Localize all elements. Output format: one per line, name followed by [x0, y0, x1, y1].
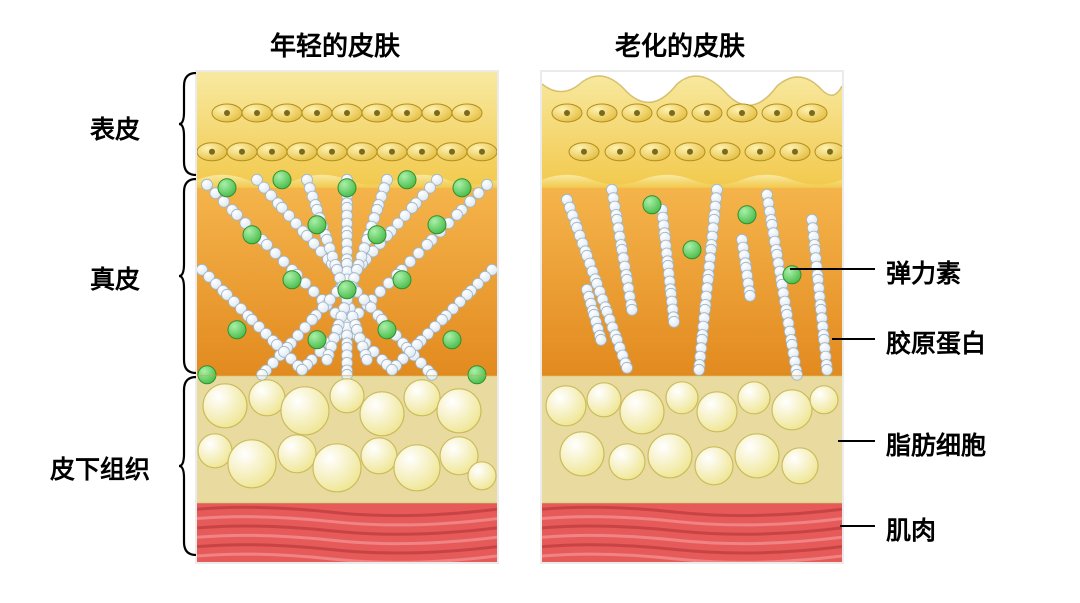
label-subcutis: 皮下组织	[50, 450, 150, 486]
label-collagen: 胶原蛋白	[886, 324, 986, 360]
brace-subcutis	[178, 376, 196, 556]
leader-fat	[838, 440, 875, 442]
leader-elastin	[790, 268, 875, 270]
panel-old	[540, 70, 844, 564]
panel-young	[195, 70, 499, 564]
brace-epidermis	[178, 72, 196, 176]
label-muscle: 肌肉	[886, 511, 936, 547]
title-old: 老化的皮肤	[615, 26, 745, 63]
label-fat: 脂肪细胞	[886, 426, 986, 462]
leader-muscle	[840, 525, 875, 527]
brace-dermis	[178, 178, 196, 374]
label-epidermis: 表皮	[90, 110, 140, 146]
label-dermis: 真皮	[90, 260, 140, 296]
title-young: 年轻的皮肤	[270, 26, 400, 63]
label-elastin: 弹力素	[886, 254, 961, 290]
leader-collagen	[832, 338, 875, 340]
diagram-root: 年轻的皮肤 老化的皮肤 表皮 真皮 皮下组织 弹力素 胶原蛋白 脂肪细胞 肌肉	[0, 0, 1080, 603]
